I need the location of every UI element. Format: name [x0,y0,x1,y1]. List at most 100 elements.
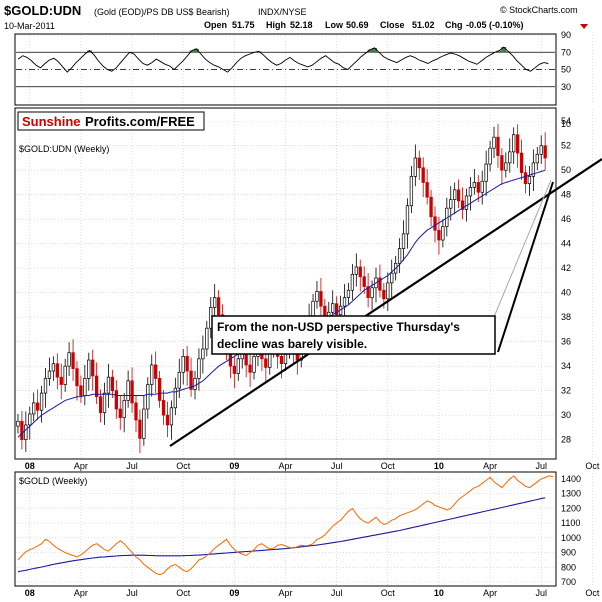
y-tick-label-rsi: 70 [561,47,571,57]
x-tick-label-gold: Oct [585,588,600,598]
x-tick-label-main: Jul [331,461,343,471]
price-candle [468,187,473,197]
price-candle [488,147,492,165]
y-tick-label-main: 30 [561,410,571,420]
price-candle [539,145,543,155]
support-trendline [169,158,602,447]
y-tick-label-gold: 1000 [561,533,581,543]
price-candle [405,205,410,235]
annotation-line1: From the non-USD perspective Thursday's [217,320,460,334]
price-candle [378,277,382,291]
price-candle [464,195,469,210]
price-candle [386,282,390,300]
y-tick-label-main: 34 [561,361,571,371]
trendline-layer [169,158,602,447]
x-tick-label-gold: Apr [278,588,292,598]
price-candle [370,287,374,298]
y-tick-label-gold: 700 [561,577,576,587]
y-tick-label-main: 32 [561,386,571,396]
price-candle [252,356,256,373]
price-candle [425,182,429,198]
price-candle [508,151,512,164]
price-candle [409,176,414,207]
price-candle [216,297,221,316]
price-candle [24,424,28,440]
price-candle [531,162,536,177]
y-tick-label-rsi: 50 [561,65,571,75]
y-tick-label-gold: 1200 [561,503,581,513]
callout-pointer-line [493,179,552,318]
price-candle [350,273,355,291]
price-candle [397,248,402,264]
price-candle [146,384,150,410]
price-candle [476,182,480,193]
x-tick-label-main: Oct [176,461,191,471]
price-candle [480,180,484,193]
price-candle [535,153,539,164]
x-tick-label-gold: 09 [229,588,239,598]
x-tick-label-main: Jul [126,461,138,471]
price-candle [150,364,154,385]
price-candle [79,385,83,396]
price-candle [71,352,75,369]
open-label: Open [204,20,227,30]
price-candle [362,276,366,287]
price-candle [401,233,406,249]
price-candle [504,162,508,171]
price-candle [122,400,126,418]
price-candle [138,419,142,439]
price-candle [173,387,177,409]
price-candle [181,356,185,373]
y-tick-label-main: 42 [561,263,571,273]
y-tick-label-main: 54 [561,116,571,126]
chg-value: -0.05 (-0.10%) [466,20,524,30]
indicator-layer [16,46,555,88]
price-candle [543,145,547,159]
chart-symbol: $GOLD:UDN [4,3,81,18]
watermark-box [17,111,205,131]
price-candle [264,358,268,368]
price-candle [83,378,87,396]
high-label: High [266,20,286,30]
x-tick-label-main: Apr [483,461,497,471]
y-tick-label-main: 28 [561,435,571,445]
x-tick-label-gold: 08 [25,588,35,598]
price-candle [142,408,146,439]
price-candle [35,402,40,411]
price-candle [51,363,56,372]
price-candle [515,134,520,154]
price-candle [456,189,461,202]
y-tick-label-gold: 900 [561,548,576,558]
price-candle [346,289,351,298]
x-tick-label-main: 09 [229,461,239,471]
price-candle [429,196,433,218]
price-candle [98,396,103,414]
price-candle [232,365,237,374]
price-candle [55,363,59,378]
down-arrow-icon [580,24,588,29]
price-candle [205,327,209,350]
price-candle [91,359,95,377]
price-candle [279,356,284,365]
price-candle [421,167,425,183]
watermark-brand-red: Sunshine [22,114,81,129]
x-tick-label-main: 08 [25,461,35,471]
main-title: $GOLD:UDN (Weekly) [19,144,109,154]
grid-layer [16,34,593,585]
price-candle [197,358,201,379]
price-candle [484,163,488,182]
price-candle [59,376,63,385]
price-candle [193,378,197,390]
rsi-line [17,46,549,73]
price-candle [496,136,500,156]
price-candle [433,216,437,231]
price-candle [437,229,441,241]
y-tick-label-gold: 1100 [561,518,580,528]
chg-label: Chg [445,20,463,30]
price-candle [95,375,99,398]
price-candle [512,134,516,153]
y-tick-label-main: 52 [561,141,571,151]
chart-copyright[interactable]: © StockCharts.com [500,5,578,15]
price-candle [39,392,44,411]
